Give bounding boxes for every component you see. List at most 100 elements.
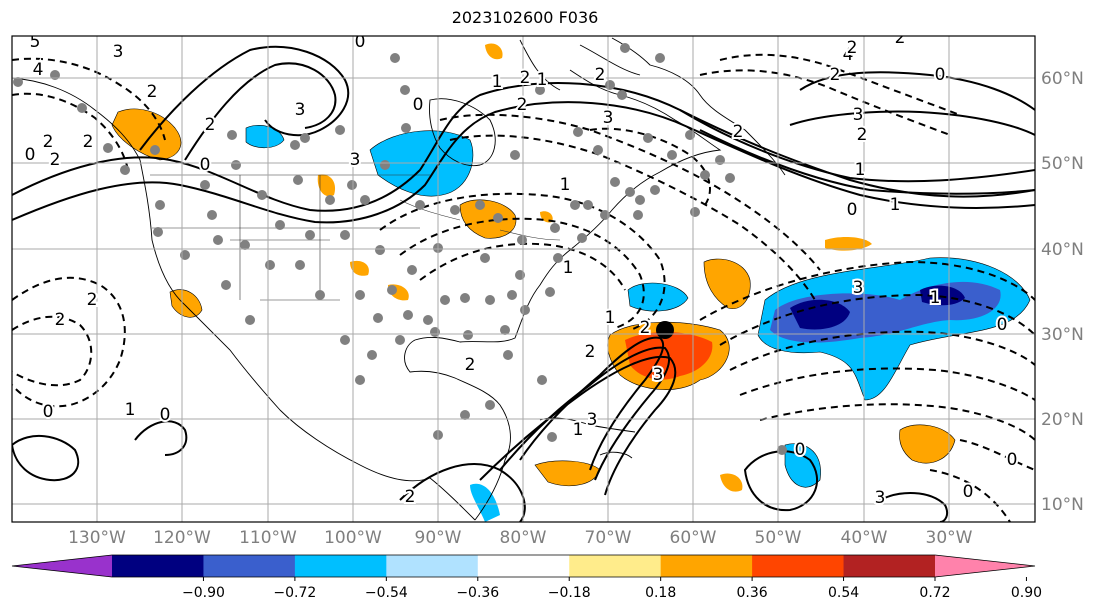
contour-label: 2 [83, 132, 94, 152]
colorbar-segment [203, 555, 296, 577]
lat-label: 50°N [1041, 154, 1084, 174]
contour-label: 3 [853, 105, 864, 125]
lat-label: 40°N [1041, 240, 1084, 260]
dashed-contour-pacific-1 [12, 276, 126, 408]
dashed-contour-north-1 [439, 113, 821, 271]
dashed-contour-arctic-1 [719, 53, 961, 116]
contour-label: 1 [125, 400, 136, 420]
solid-contour-2 [12, 101, 1035, 224]
lon-label: 70°W [585, 528, 632, 548]
dashed-contour-atlantic-5 [759, 403, 1035, 441]
contour-label: 2 [43, 132, 54, 152]
grid-lines [12, 36, 1035, 522]
solid-contour-gulf [399, 463, 526, 522]
anomaly-positive-small [720, 473, 743, 492]
lon-label: 60°W [670, 528, 717, 548]
lon-label: 100°W [324, 528, 382, 548]
contour-label: 2 [87, 290, 98, 310]
contour-label: 2 [585, 342, 596, 362]
contour-label: 2 [640, 318, 651, 338]
contour-label: 2 [205, 115, 216, 135]
lat-label: 20°N [1041, 410, 1084, 430]
canada-east-coast [569, 69, 722, 173]
dashed-contour-east-us-2 [399, 217, 645, 329]
colorbar-segment [569, 555, 662, 577]
solid-contour-1 [12, 82, 1035, 212]
dashed-contour-pacific-2 [12, 315, 93, 387]
contour-label: 2 [733, 122, 744, 142]
hudson-bay [429, 98, 496, 167]
dashed-contours [12, 53, 1035, 522]
dashed-contour-arctic-2 [699, 69, 951, 136]
contour-label: 0 [963, 482, 974, 502]
anomaly-negative-tropics [784, 443, 821, 488]
anomaly-positive-plains [317, 174, 336, 197]
contour-label: 1 [537, 70, 548, 90]
colorbar-max-extend [935, 555, 1035, 577]
anomaly-strong-atlantic [790, 299, 850, 330]
colorbar-tick-label: 0.18 [645, 585, 676, 601]
colorbar-tick-label: 0.72 [919, 585, 950, 601]
colorbar-segment [112, 555, 204, 577]
longitude-labels: 130°W 120°W 110°W 100°W 90°W 80°W 70°W 6… [68, 528, 973, 548]
colorbar-tick-label: −0.72 [273, 585, 316, 601]
contour-label: 0 [160, 405, 171, 425]
solid-contour-4 [184, 62, 337, 161]
lon-label: 80°W [500, 528, 547, 548]
contour-label: 4 [843, 45, 854, 65]
contour-label: 3 [875, 488, 886, 508]
lat-label: 60°N [1041, 69, 1084, 89]
lon-label: 30°W [926, 528, 973, 548]
contour-label: 3 [295, 100, 306, 120]
contour-label: 0 [847, 200, 858, 220]
solid-contour-7 [679, 109, 1035, 183]
anomaly-positive-tropical-atlantic [899, 424, 956, 464]
contour-label: 1 [605, 308, 616, 328]
contour-label: 2 [847, 38, 858, 58]
colorbar-segment [660, 555, 753, 577]
colorbar-outline [11, 554, 1036, 578]
solid-contour-pacific [12, 434, 80, 482]
dashed-contour-east-us-3 [419, 242, 626, 291]
solid-contour-atlantic-south [879, 492, 949, 522]
solid-contour-6 [789, 110, 1035, 136]
dashed-contour-canada [589, 127, 711, 206]
colorbar-tick-labels: −0.90 −0.72 −0.54 −0.36 −0.18 0.18 0.36 0.54 0.7… [182, 577, 1042, 601]
contour-label: 0 [200, 155, 211, 175]
latitude-labels: 60°N 50°N 40°N 30°N 20°N 10°N [1041, 69, 1084, 515]
contour-label: 1 [855, 160, 866, 180]
colorbar-tick-label: −0.54 [365, 585, 408, 601]
colorbar-tick-label: −0.36 [456, 585, 499, 601]
contour-label: 2 [830, 65, 841, 85]
map-frame [11, 35, 1036, 523]
map-title: 2023102600 F036 [451, 8, 599, 27]
solid-contour-tropics [743, 450, 819, 512]
contour-label: 1 [563, 258, 574, 278]
contour-label: 2 [147, 82, 158, 102]
contour-label: 2 [857, 125, 868, 145]
dashed-contour-east-us-1 [379, 192, 666, 331]
dashed-contour-atlantic-1 [699, 260, 1035, 321]
anomaly-negative-canada [245, 125, 285, 149]
colorbar-segment [386, 555, 479, 577]
contour-label: 0 [355, 32, 366, 52]
contour-label: 0 [997, 315, 1008, 335]
state-borders [150, 174, 430, 301]
lat-label: 10°N [1041, 495, 1084, 515]
solid-contour-8 [699, 129, 1035, 195]
solid-contour-east-pacific [134, 420, 188, 456]
west-coast-line [12, 77, 476, 521]
anomaly-strong-atlantic-2 [920, 285, 965, 306]
contour-label: 2 [55, 310, 66, 330]
dashed-contour-alaska-1 [12, 57, 166, 141]
great-lakes-borders [399, 199, 561, 241]
contour-label: 3 [587, 410, 598, 430]
contour-label: 5 [30, 32, 41, 52]
contour-label: 3 [853, 278, 864, 298]
anomaly-positive-baja [169, 289, 203, 318]
contour-label: 0 [935, 65, 946, 85]
contour-label: 2 [520, 68, 531, 88]
colorbar [11, 554, 1036, 578]
